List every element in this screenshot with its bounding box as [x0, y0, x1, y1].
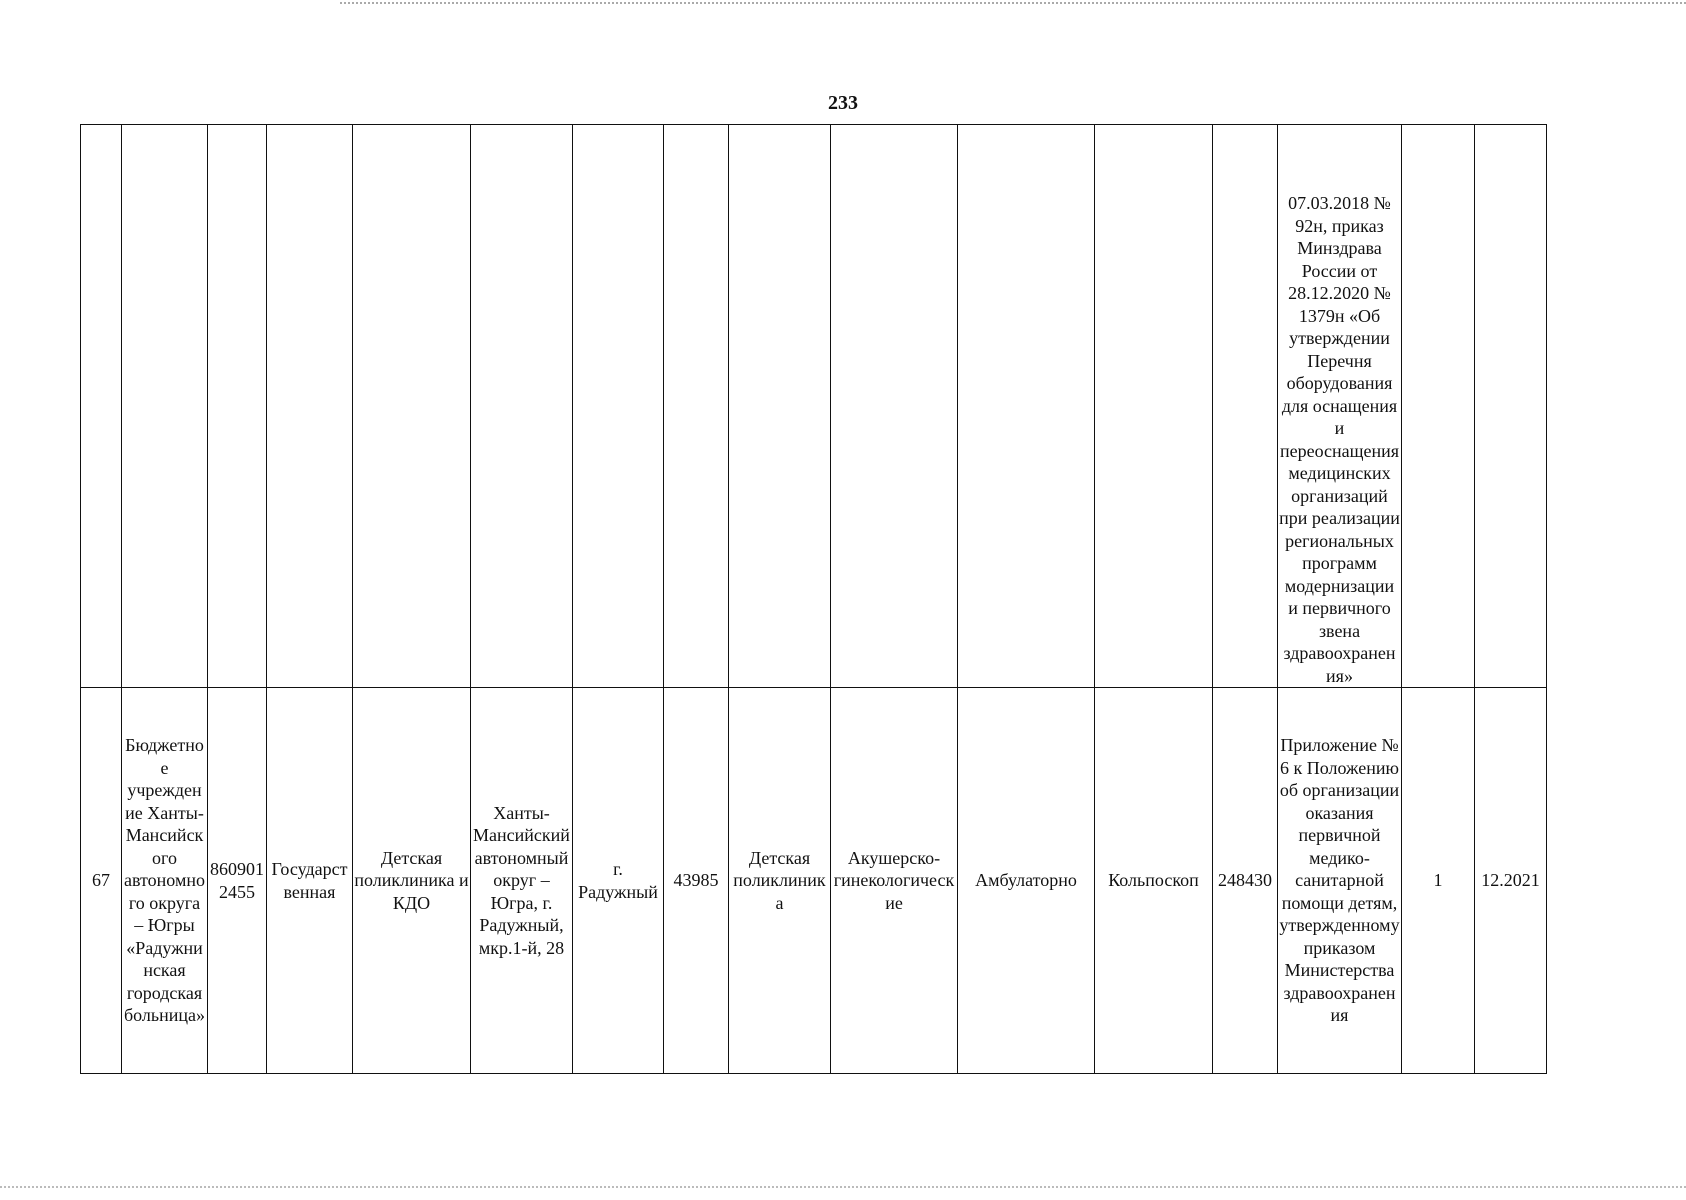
table-cell [352, 124, 471, 688]
table-cell: Амбулаторно [957, 687, 1095, 1074]
table-cell: Детская поликлиника [728, 687, 831, 1074]
table-cell [1401, 124, 1475, 688]
table-cell: Бюджетное учреждение Ханты-Мансийского а… [121, 687, 208, 1074]
table-cell: г. Радужный [572, 687, 664, 1074]
page-number: 233 [828, 92, 858, 114]
table-cell: 67 [80, 687, 122, 1074]
table-cell [1474, 124, 1547, 688]
table-cell: Акушерско-гинекологические [830, 687, 958, 1074]
table-cell [1094, 124, 1213, 688]
table-cell [728, 124, 831, 688]
table-cell [470, 124, 573, 688]
table-cell [1212, 124, 1278, 688]
table-cell [207, 124, 267, 688]
table-cell: 43985 [663, 687, 729, 1074]
table-cell [663, 124, 729, 688]
scan-edge [0, 1186, 1686, 1188]
table-cell [80, 124, 122, 688]
data-table: 07.03.2018 № 92н, приказ Минздрава Росси… [80, 124, 1547, 1074]
table-cell: Государственная [266, 687, 353, 1074]
table-cell: Детская поликлиника и КДО [352, 687, 471, 1074]
table-cell: Приложение № 6 к Положению об организаци… [1277, 687, 1402, 1074]
table-cell [957, 124, 1095, 688]
table-cell: Кольпоскоп [1094, 687, 1213, 1074]
table-cell: 07.03.2018 № 92н, приказ Минздрава Росси… [1277, 124, 1402, 688]
table-body: 07.03.2018 № 92н, приказ Минздрава Росси… [80, 124, 1547, 1074]
table-cell [266, 124, 353, 688]
scan-edge [340, 2, 1686, 4]
table-cell [830, 124, 958, 688]
table-cell: 1 [1401, 687, 1475, 1074]
table-cell [121, 124, 208, 688]
table-cell: Ханты-Мансийский автономный округ – Югра… [470, 687, 573, 1074]
table-cell: 248430 [1212, 687, 1278, 1074]
table-cell: 12.2021 [1474, 687, 1547, 1074]
table-cell: 8609012455 [207, 687, 267, 1074]
table-row: 67 Бюджетное учреждение Ханты-Мансийского… [80, 687, 1547, 1074]
table-row: 07.03.2018 № 92н, приказ Минздрава Росси… [80, 124, 1547, 688]
table-cell [572, 124, 664, 688]
